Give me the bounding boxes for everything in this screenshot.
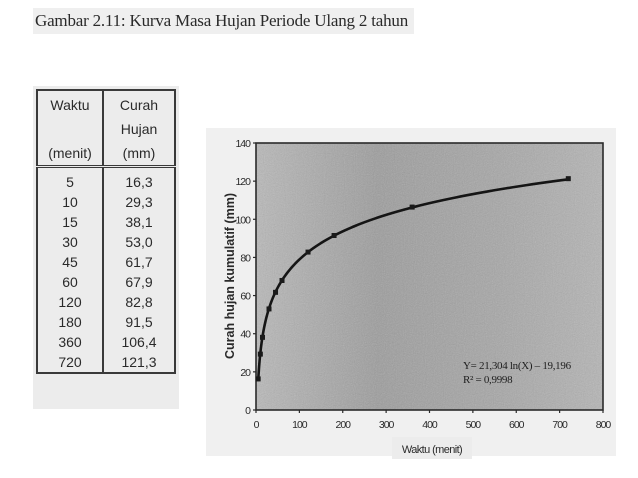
table-row: 720 121,3	[36, 352, 176, 373]
table-row: 10 29,3	[36, 192, 176, 212]
header-waktu-label: Waktu	[50, 97, 90, 113]
cell-curah-hujan: 121,3	[102, 352, 176, 373]
y-tick-label: 80	[240, 252, 251, 264]
x-axis-label-bg	[392, 437, 472, 459]
x-tick-label: 0	[254, 419, 260, 431]
cell-waktu: 5	[36, 166, 104, 192]
y-tick-label: 40	[240, 329, 251, 341]
data-point-marker	[260, 334, 266, 340]
data-series	[255, 176, 571, 382]
cell-waktu: 720	[36, 352, 104, 373]
table-row: 360 106,4	[36, 332, 176, 352]
header-waktu-unit: (menit)	[48, 145, 92, 161]
data-table-panel: Waktu (menit) Curah Hujan (mm) 5 16,3 10 29…	[33, 86, 179, 409]
data-point-marker	[305, 249, 311, 255]
rainfall-table: Waktu (menit) Curah Hujan (mm) 5 16,3 10 29…	[36, 89, 176, 374]
y-axis-label: Curah hujan kumulatif (mm)	[223, 193, 237, 359]
x-tick-label: 300	[379, 419, 395, 431]
x-tick-label: 400	[422, 419, 438, 431]
x-tick-label: 600	[509, 419, 525, 431]
plot-area	[256, 143, 603, 410]
data-point-marker	[266, 306, 272, 312]
x-tick-label: 800	[596, 419, 612, 431]
header-hujan-label: Hujan	[120, 121, 158, 137]
cell-waktu: 45	[36, 252, 104, 272]
y-tick-label: 0	[245, 405, 251, 417]
table-row: 180 91,5	[36, 312, 176, 332]
cell-curah-hujan: 53,0	[102, 232, 176, 252]
x-tick-label: 100	[292, 419, 308, 431]
cell-waktu: 60	[36, 272, 104, 292]
x-tick-label: 700	[552, 419, 568, 431]
data-point-marker	[273, 289, 279, 295]
x-axis-label: Waktu (menit)	[402, 444, 462, 456]
table-header-row: Waktu (menit) Curah Hujan (mm)	[36, 90, 176, 168]
cell-curah-hujan: 82,8	[102, 292, 176, 312]
data-point-marker	[565, 176, 571, 182]
cell-waktu: 30	[36, 232, 104, 252]
data-point-marker	[255, 376, 261, 382]
data-point-marker	[257, 351, 263, 357]
table-row: 5 16,3	[36, 166, 176, 192]
header-curah: Curah Hujan (mm)	[102, 90, 176, 168]
cell-curah-hujan: 91,5	[102, 312, 176, 332]
cell-waktu: 180	[36, 312, 104, 332]
figure-caption: Gambar 2.11: Kurva Masa Hujan Periode Ul…	[33, 8, 414, 34]
y-tick-label: 120	[235, 176, 251, 188]
cell-waktu: 10	[36, 192, 104, 212]
x-tick-label: 200	[335, 419, 351, 431]
y-tick-label: 60	[240, 291, 251, 303]
y-tick-label: 20	[240, 367, 251, 379]
cell-waktu: 360	[36, 332, 104, 352]
data-point-marker	[331, 232, 337, 238]
header-waktu: Waktu (menit)	[36, 90, 104, 168]
cell-waktu: 120	[36, 292, 104, 312]
cell-curah-hujan: 61,7	[102, 252, 176, 272]
header-curah-label: Curah	[119, 97, 159, 113]
table-row: 30 53,0	[36, 232, 176, 252]
table-row: 120 82,8	[36, 292, 176, 312]
table-row: 60 67,9	[36, 272, 176, 292]
table-row: 45 61,7	[36, 252, 176, 272]
cell-curah-hujan: 16,3	[102, 166, 176, 192]
data-point-marker	[279, 278, 285, 284]
data-point-marker	[409, 204, 415, 210]
tick-labels: 0 20 40 60 80 100 120 140 0 100 200 300 400 500 600 700…	[235, 138, 612, 431]
cell-curah-hujan: 67,9	[102, 272, 176, 292]
trendline-equation: Y= 21,304 ln(X) – 19,196	[463, 360, 572, 372]
y-tick-label: 140	[235, 138, 251, 150]
table-row: 15 38,1	[36, 212, 176, 232]
cell-waktu: 15	[36, 212, 104, 232]
r-squared-label: R² = 0,9998	[463, 374, 513, 386]
axes	[253, 142, 604, 413]
y-tick-label: 100	[235, 214, 251, 226]
x-tick-label: 500	[466, 419, 482, 431]
cell-curah-hujan: 29,3	[102, 192, 176, 212]
header-curah-unit: (mm)	[122, 145, 156, 161]
cell-curah-hujan: 38,1	[102, 212, 176, 232]
cell-curah-hujan: 106,4	[102, 332, 176, 352]
